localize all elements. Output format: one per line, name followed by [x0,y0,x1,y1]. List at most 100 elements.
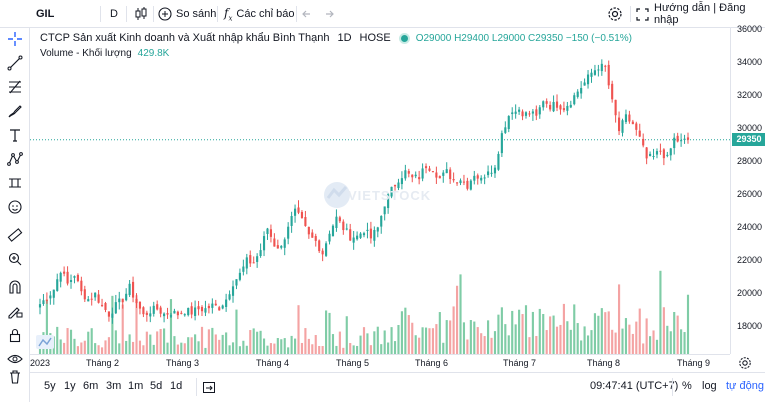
fib-tool[interactable] [3,76,27,98]
top-toolbar: GIL D So sánh fx Các chỉ báo [0,0,765,28]
divider [153,6,154,22]
redo-button[interactable] [322,0,334,28]
candle-body [493,167,497,174]
auto-scale-toggle[interactable]: tự động [726,380,764,392]
volume-bar [500,307,503,354]
volume-bar [183,343,186,354]
volume-bar [552,315,555,354]
range-1y[interactable]: 1y [64,380,76,392]
volume-bar [228,345,231,354]
candle-body [611,83,614,100]
volume-bar [555,326,559,354]
volume-bar [418,337,421,354]
crosshair-tool[interactable] [3,28,27,50]
candle-body [183,314,186,316]
vietstock-logo-icon [324,182,350,208]
candle-body [597,69,600,71]
volume-bar [521,314,524,354]
volume-bar [362,327,366,354]
candle-body [76,274,79,282]
volume-bar [514,324,517,354]
indicators-button[interactable]: fx Các chỉ báo [224,0,295,28]
volume-bar [159,328,162,354]
volume-bar [87,331,90,354]
volume-bar [256,331,259,354]
pattern-tool[interactable] [3,148,27,170]
range-icon [9,178,21,188]
volume-bar [187,337,190,354]
candle-body [83,289,86,300]
candle-body [242,266,245,272]
candle-body [80,280,83,292]
range-5y[interactable]: 5y [44,380,56,392]
range-1m[interactable]: 1m [128,380,144,392]
help-login-link[interactable]: Hướng dẫn | Đăng nhập [654,2,746,26]
axis-settings-button[interactable] [738,356,752,373]
candle-body [466,180,469,189]
interval-selector[interactable]: D [110,8,118,20]
range-1d[interactable]: 1d [170,380,183,392]
candle-body [483,177,486,179]
emoji-tool[interactable] [3,196,27,218]
range-6m[interactable]: 6m [83,380,99,392]
candle-body [559,105,562,110]
go-to-date-button[interactable] [202,380,216,397]
range-3m[interactable]: 3m [106,380,122,392]
volume-bar [576,323,579,354]
percent-toggle[interactable]: % [682,380,692,392]
candle-body [686,137,690,140]
settings-button[interactable] [607,0,623,28]
candle-body [521,111,524,117]
volume-bar [131,341,135,354]
price-axis[interactable]: 36000 34000 32000 30000 28000 26000 24000 22000… [730,24,765,354]
ruler-tool[interactable] [3,224,27,246]
visibility-tool[interactable] [3,348,27,370]
volume-bar [607,311,610,354]
delete-tool[interactable] [3,366,27,388]
lock-drawing-mode-tool[interactable] [3,300,27,322]
candle-body [245,257,248,269]
volume-bar [190,337,193,354]
log-toggle[interactable]: log [702,380,717,392]
candle-body [328,233,331,242]
candle-body [131,281,135,298]
trendline-tool[interactable] [3,52,27,74]
undo-button[interactable] [302,0,314,28]
price-chart[interactable] [30,28,730,354]
compare-button[interactable]: So sánh [158,0,216,28]
measure-range-tool[interactable] [3,172,27,194]
time-axis[interactable]: 2023 Tháng 2 Tháng 3 Tháng 4 Tháng 5 Tháng 6 T… [30,354,730,372]
volume-bar [287,347,290,354]
volume-bar [345,316,348,354]
candle-body [411,174,414,178]
candle-body [262,236,266,251]
lock-tool[interactable] [3,324,27,346]
zoom-in-tool[interactable] [3,248,27,270]
text-tool[interactable] [3,124,27,146]
volume-bar [352,345,355,354]
range-5d[interactable]: 5d [150,380,163,392]
candle-body [221,305,224,309]
candle-body [204,308,207,313]
watermark-logo: VIETSTOCK [322,180,431,210]
candle-body [259,250,262,257]
volume-bar [662,307,665,354]
volume-bar [176,344,179,354]
candle-body [624,114,628,123]
clock-time[interactable]: 09:47:41 (UTC+7) [590,380,679,392]
chart-type-button[interactable] [133,0,149,28]
candle-body [135,298,138,304]
volume-bar [507,335,510,354]
candle-body [424,166,428,169]
magnet-tool[interactable] [3,276,27,298]
candle-body [659,150,662,152]
fullscreen-button[interactable] [636,0,649,28]
symbol-selector[interactable]: GIL [36,8,55,20]
candle-body [249,255,252,264]
volume-bar [359,335,362,354]
brush-tool[interactable] [3,100,27,122]
volume-bar [611,329,614,354]
candle-body [535,109,538,116]
volume-bar [655,339,659,354]
candle-body [393,184,397,187]
